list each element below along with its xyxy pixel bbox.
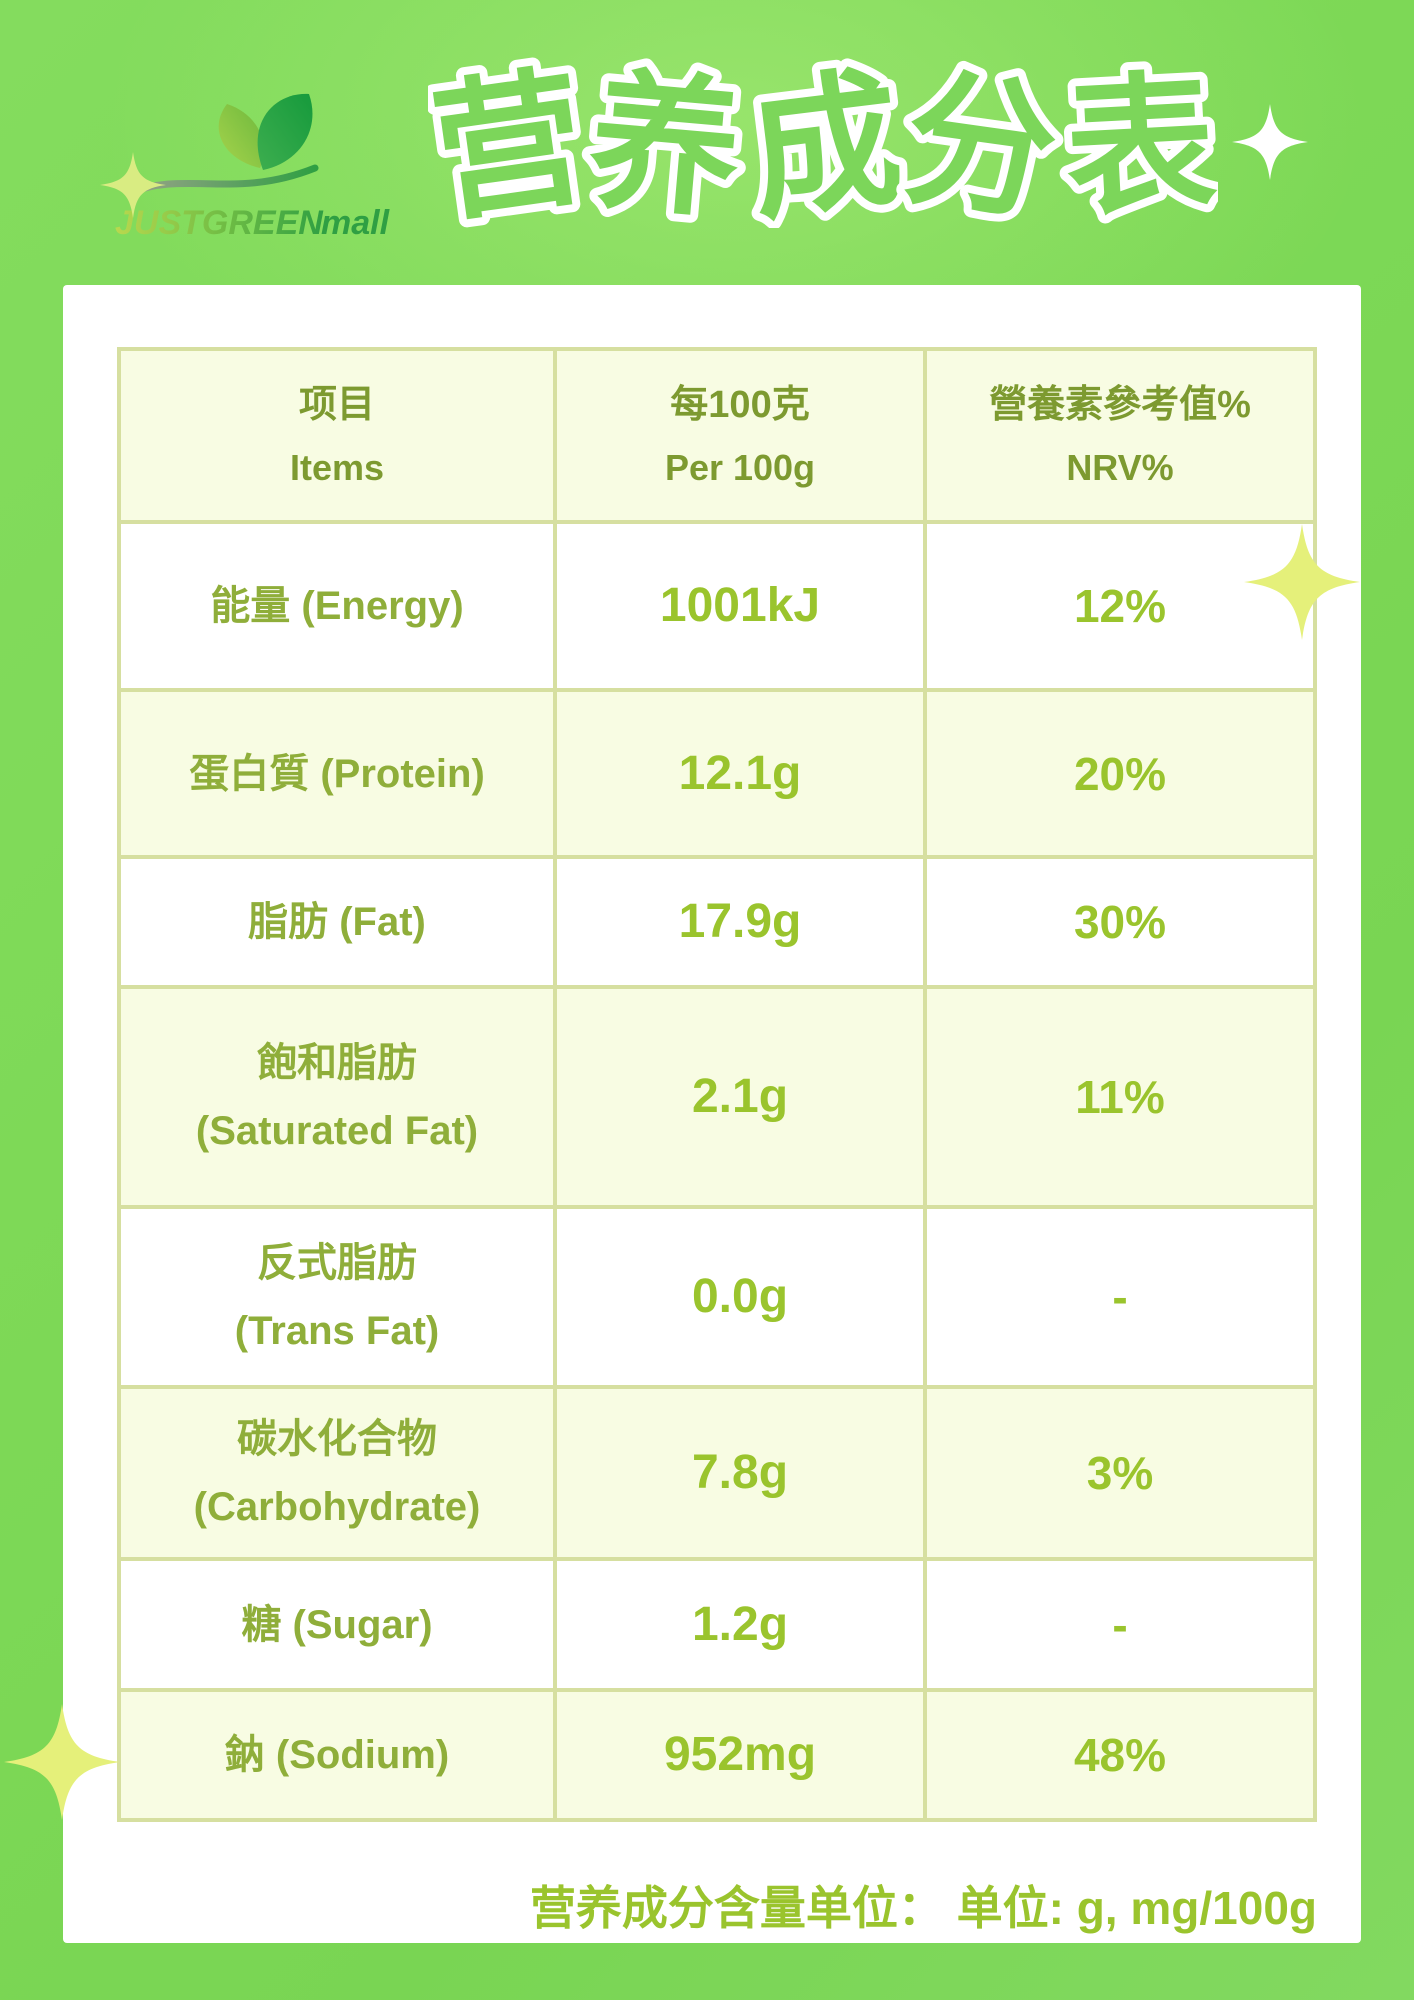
- table-row-sugar: 糖 (Sugar) 1.2g -: [121, 1561, 1313, 1688]
- title-char: 成: [740, 53, 909, 228]
- sparkle-icon: [4, 1704, 120, 1820]
- header-nrv-zh: 營養素參考值%: [989, 383, 1251, 426]
- nutrition-table: 项目 Items 每100克 Per 100g 營養素參考值% NRV% 能量 …: [117, 347, 1317, 1822]
- title-char: 营: [428, 52, 595, 228]
- row-label: 反式脂肪: [257, 1241, 417, 1285]
- sparkle-icon: [1244, 524, 1360, 640]
- leaf-icon: [126, 93, 319, 197]
- header-per100g: 每100克 Per 100g: [557, 351, 923, 520]
- row-label: 飽和脂肪: [257, 1041, 417, 1085]
- brand-name-primary: JUSTGREEN: [115, 204, 324, 242]
- title-char: 分: [895, 52, 1067, 228]
- row-nrv: 48%: [1073, 1729, 1167, 1781]
- row-value: 1.2g: [691, 1597, 789, 1651]
- table-row-fat: 脂肪 (Fat) 17.9g 30%: [121, 859, 1313, 985]
- row-label: 糖 (Sugar): [241, 1602, 433, 1647]
- row-value: 0.0g: [691, 1270, 789, 1323]
- header-items-zh: 项目: [298, 383, 375, 426]
- row-nrv: -: [1112, 1598, 1128, 1651]
- header-nrv-en: NRV%: [1066, 446, 1174, 488]
- row-nrv: 12%: [1073, 580, 1167, 632]
- row-nrv: 3%: [1086, 1447, 1154, 1499]
- row-nrv: 30%: [1073, 896, 1167, 948]
- row-nrv: 11%: [1075, 1071, 1165, 1123]
- row-value: 2.1g: [691, 1070, 789, 1123]
- row-value: 1001kJ: [659, 579, 821, 632]
- header-items-en: Items: [289, 446, 385, 488]
- table-row-sodium: 鈉 (Sodium) 952mg 48%: [121, 1692, 1313, 1818]
- title-char: 表: [1061, 58, 1218, 228]
- table-row-energy: 能量 (Energy) 1001kJ 12%: [121, 524, 1313, 688]
- unit-note: 营养成分含量单位： 单位: g, mg/100g: [529, 1882, 1317, 1934]
- row-value: 17.9g: [678, 895, 802, 948]
- row-label: 鈉 (Sodium): [224, 1733, 450, 1777]
- table-header-row: 项目 Items 每100克 Per 100g 營養素參考值% NRV%: [121, 351, 1313, 520]
- row-value: 952mg: [663, 1728, 817, 1781]
- table-row-carbohydrate: 碳水化合物 (Carbohydrate) 7.8g 3%: [121, 1389, 1313, 1557]
- row-label: 脂肪 (Fat): [248, 900, 426, 944]
- brand-name-secondary: mall: [321, 204, 391, 242]
- header-items: 项目 Items: [121, 351, 553, 520]
- row-label-line2: (Carbohydrate): [193, 1485, 481, 1529]
- row-label-line2: (Saturated Fat): [195, 1109, 479, 1153]
- table-row-saturated-fat: 飽和脂肪 (Saturated Fat) 2.1g 11%: [121, 989, 1313, 1205]
- sparkle-icon: [100, 152, 166, 218]
- row-label: 蛋白質 (Protein): [189, 751, 485, 796]
- table-row-trans-fat: 反式脂肪 (Trans Fat) 0.0g -: [121, 1209, 1313, 1385]
- justgreen-mall-logo: JUSTGREEN mall: [115, 93, 391, 242]
- title-char: 养: [583, 56, 747, 228]
- row-label: 碳水化合物: [237, 1417, 437, 1461]
- page-title: 营 养 成 分 表: [428, 48, 1218, 228]
- header-per100g-zh: 每100克: [670, 383, 810, 426]
- row-value: 7.8g: [691, 1446, 789, 1499]
- row-value: 12.1g: [678, 746, 802, 800]
- row-label: 能量 (Energy): [210, 584, 464, 628]
- row-label-line2: (Trans Fat): [234, 1309, 440, 1353]
- header-nrv: 營養素參考值% NRV%: [927, 351, 1313, 520]
- sparkle-icon: [1232, 104, 1308, 180]
- table-row-protein: 蛋白質 (Protein) 12.1g 20%: [121, 692, 1313, 855]
- header-per100g-en: Per 100g: [664, 446, 816, 488]
- row-nrv: -: [1112, 1271, 1128, 1323]
- row-nrv: 20%: [1073, 747, 1167, 800]
